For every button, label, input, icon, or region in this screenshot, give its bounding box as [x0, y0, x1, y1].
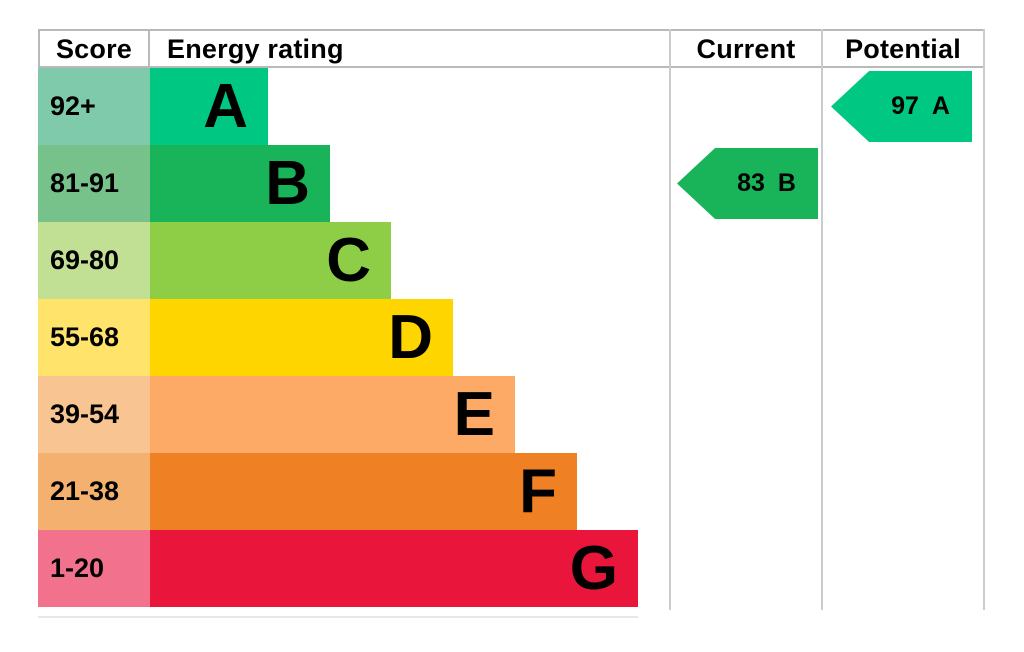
score-range-g: 1-20 — [38, 530, 150, 607]
column-header-score: Score — [55, 33, 133, 64]
potential-column-divider — [821, 29, 823, 610]
band-bar-c: C — [150, 222, 391, 299]
table-top-border — [38, 29, 985, 31]
band-row-b: 81-91 B — [38, 145, 330, 222]
band-row-a: 92+ A — [38, 68, 268, 145]
band-bar-a: A — [150, 68, 268, 145]
band-row-c: 69-80 C — [38, 222, 391, 299]
band-row-f: 21-38 F — [38, 453, 577, 530]
current-column-divider — [669, 29, 671, 610]
score-range-c: 69-80 — [38, 222, 150, 299]
band-row-g: 1-20 G — [38, 530, 638, 607]
column-header-current: Current — [696, 33, 796, 64]
potential-rating-score: 97 — [891, 92, 919, 120]
score-range-f: 21-38 — [38, 453, 150, 530]
score-range-d: 55-68 — [38, 299, 150, 376]
band-bar-f: F — [150, 453, 577, 530]
header-score-divider — [148, 29, 150, 68]
score-range-e: 39-54 — [38, 376, 150, 453]
current-rating-score: 83 — [737, 169, 765, 197]
header-left-border — [38, 29, 40, 68]
column-header-energy-rating: Energy rating — [167, 33, 344, 64]
table-right-border — [983, 29, 985, 610]
score-range-b: 81-91 — [38, 145, 150, 222]
score-range-a: 92+ — [38, 68, 150, 145]
column-header-potential: Potential — [845, 33, 961, 64]
band-row-d: 55-68 D — [38, 299, 453, 376]
current-rating-arrow: 83 B — [677, 148, 818, 219]
band-row-e: 39-54 E — [38, 376, 515, 453]
band-bar-b: B — [150, 145, 330, 222]
potential-rating-arrow: 97 A — [831, 71, 972, 142]
band-bar-d: D — [150, 299, 453, 376]
band-bar-g: G — [150, 530, 638, 607]
band-bar-e: E — [150, 376, 515, 453]
chart-bottom-border — [38, 616, 638, 618]
potential-rating-band: A — [931, 92, 950, 120]
header-bottom-border — [38, 66, 985, 68]
current-rating-band: B — [777, 169, 796, 197]
